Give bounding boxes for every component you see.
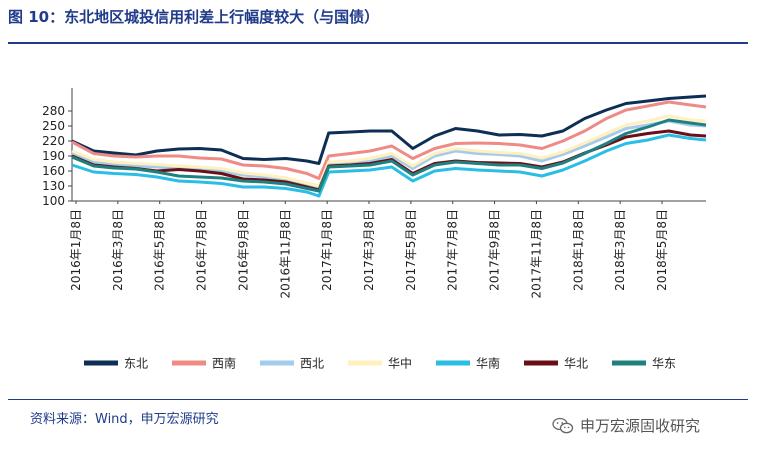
legend-label: 西南 — [212, 356, 236, 371]
watermark: 申万宏源固收研究 — [552, 415, 700, 436]
series-line — [71, 118, 707, 193]
legend-label: 华北 — [564, 357, 588, 371]
series-line — [71, 100, 707, 180]
x-tick-label: 2016年5月8日 — [153, 209, 167, 291]
x-tick-label: 2018年5月8日 — [655, 209, 669, 291]
x-tick-label: 2016年7月8日 — [195, 209, 209, 291]
legend-label: 西北 — [300, 357, 324, 371]
y-tick-label: 280 — [42, 104, 65, 118]
legend-label: 华南 — [476, 356, 500, 371]
y-tick-label: 220 — [42, 134, 65, 148]
legend-label: 东北 — [124, 357, 148, 371]
legend-label: 华中 — [388, 356, 412, 371]
bottom-divider — [8, 399, 748, 400]
x-tick-label: 2017年3月8日 — [362, 209, 376, 291]
x-tick-label: 2017年5月8日 — [404, 209, 418, 291]
x-tick-label: 2017年7月8日 — [446, 209, 460, 291]
wechat-icon — [552, 417, 574, 433]
y-tick-label: 130 — [42, 179, 65, 193]
x-tick-label: 2016年3月8日 — [111, 209, 125, 291]
x-tick-label: 2016年9月8日 — [236, 209, 250, 291]
y-tick-label: 100 — [42, 194, 65, 208]
x-tick-label: 2016年1月8日 — [69, 209, 83, 291]
legend-label: 华东 — [652, 357, 676, 371]
y-tick-label: 190 — [42, 149, 65, 163]
x-tick-label: 2018年1月8日 — [571, 209, 585, 291]
y-tick-label: 250 — [42, 119, 65, 133]
x-tick-label: 2017年9月8日 — [488, 209, 502, 291]
figure-title: 图 10：东北地区城投信用利差上行幅度较大（与国债） — [8, 8, 380, 26]
source-note: 资料来源：Wind，申万宏源研究 — [30, 412, 219, 427]
x-tick-label: 2017年1月8日 — [320, 209, 334, 291]
x-tick-label: 2016年11月8日 — [278, 209, 292, 298]
series-line — [71, 114, 707, 188]
chart-legend: 东北 西南 西北 华中 华南 华北 华东 — [84, 356, 676, 371]
watermark-text: 申万宏源固收研究 — [580, 417, 701, 435]
series-lines — [71, 94, 707, 198]
series-line — [71, 94, 707, 165]
top-divider — [8, 42, 748, 44]
x-tick-label: 2018年3月8日 — [613, 209, 627, 291]
x-tick-label: 2017年11月8日 — [529, 209, 543, 298]
y-tick-label: 160 — [42, 164, 65, 178]
series-line — [71, 133, 707, 198]
